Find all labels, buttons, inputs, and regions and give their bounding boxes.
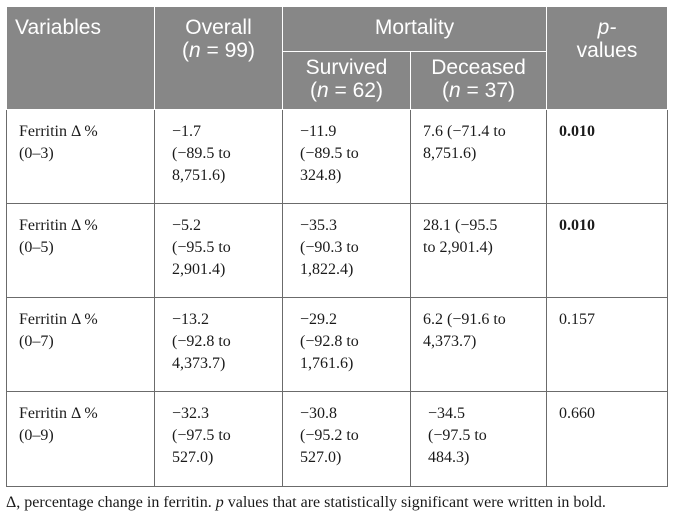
cell-variable: Ferritin Δ % (0–5) — [6, 203, 155, 298]
header-survived: Survived (n = 62) — [282, 51, 411, 110]
header-mortality: Mortality — [281, 6, 548, 52]
cell-survived: −11.9 (−89.5 to 324.8) — [282, 109, 411, 204]
table-row: Ferritin Δ % (0–7) −13.2 (−92.8 to 4,373.7)… — [6, 297, 669, 392]
header-deceased: Deceased (n = 37) — [409, 51, 548, 110]
cell-variable: Ferritin Δ % (0–3) — [6, 109, 155, 204]
table-row: Ferritin Δ % (0–3) −1.7 (−89.5 to 8,751.6) … — [6, 109, 669, 204]
cell-p-value: 0.660 — [546, 391, 669, 487]
cell-p-value: 0.010 — [546, 203, 669, 298]
header-p-values: p-values — [546, 6, 669, 110]
cell-variable: Ferritin Δ % (0–9) — [6, 391, 155, 487]
cell-variable: Ferritin Δ % (0–7) — [6, 297, 155, 392]
cell-overall: −5.2 (−95.5 to 2,901.4) — [154, 203, 283, 298]
header-overall: Overall (n = 99) — [154, 6, 283, 110]
cell-survived: −29.2 (−92.8 to 1,761.6) — [282, 297, 411, 392]
cell-overall: −13.2 (−92.8 to 4,373.7) — [154, 297, 283, 392]
cell-p-value: 0.010 — [546, 109, 669, 204]
table-row: Ferritin Δ % (0–5) −5.2 (−95.5 to 2,901.4) … — [6, 203, 669, 298]
table-footnote: Δ, percentage change in ferritin. p valu… — [6, 494, 606, 511]
cell-deceased: 6.2 (−91.6 to 4,373.7) — [409, 297, 548, 392]
table-row: Ferritin Δ % (0–9) −32.3 (−97.5 to 527.0) −… — [6, 391, 669, 487]
ferritin-table: Variables Overall (n = 99) Mortality p-va… — [6, 6, 669, 487]
cell-overall: −1.7 (−89.5 to 8,751.6) — [154, 109, 283, 204]
cell-deceased: −34.5 (−97.5 to 484.3) — [409, 391, 548, 487]
cell-p-value: 0.157 — [546, 297, 669, 392]
cell-deceased: 28.1 (−95.5 to 2,901.4) — [409, 203, 548, 298]
header-variables: Variables — [6, 6, 155, 110]
cell-survived: −35.3 (−90.3 to 1,822.4) — [282, 203, 411, 298]
cell-survived: −30.8 (−95.2 to 527.0) — [282, 391, 411, 487]
cell-deceased: 7.6 (−71.4 to 8,751.6) — [409, 109, 548, 204]
cell-overall: −32.3 (−97.5 to 527.0) — [154, 391, 283, 487]
